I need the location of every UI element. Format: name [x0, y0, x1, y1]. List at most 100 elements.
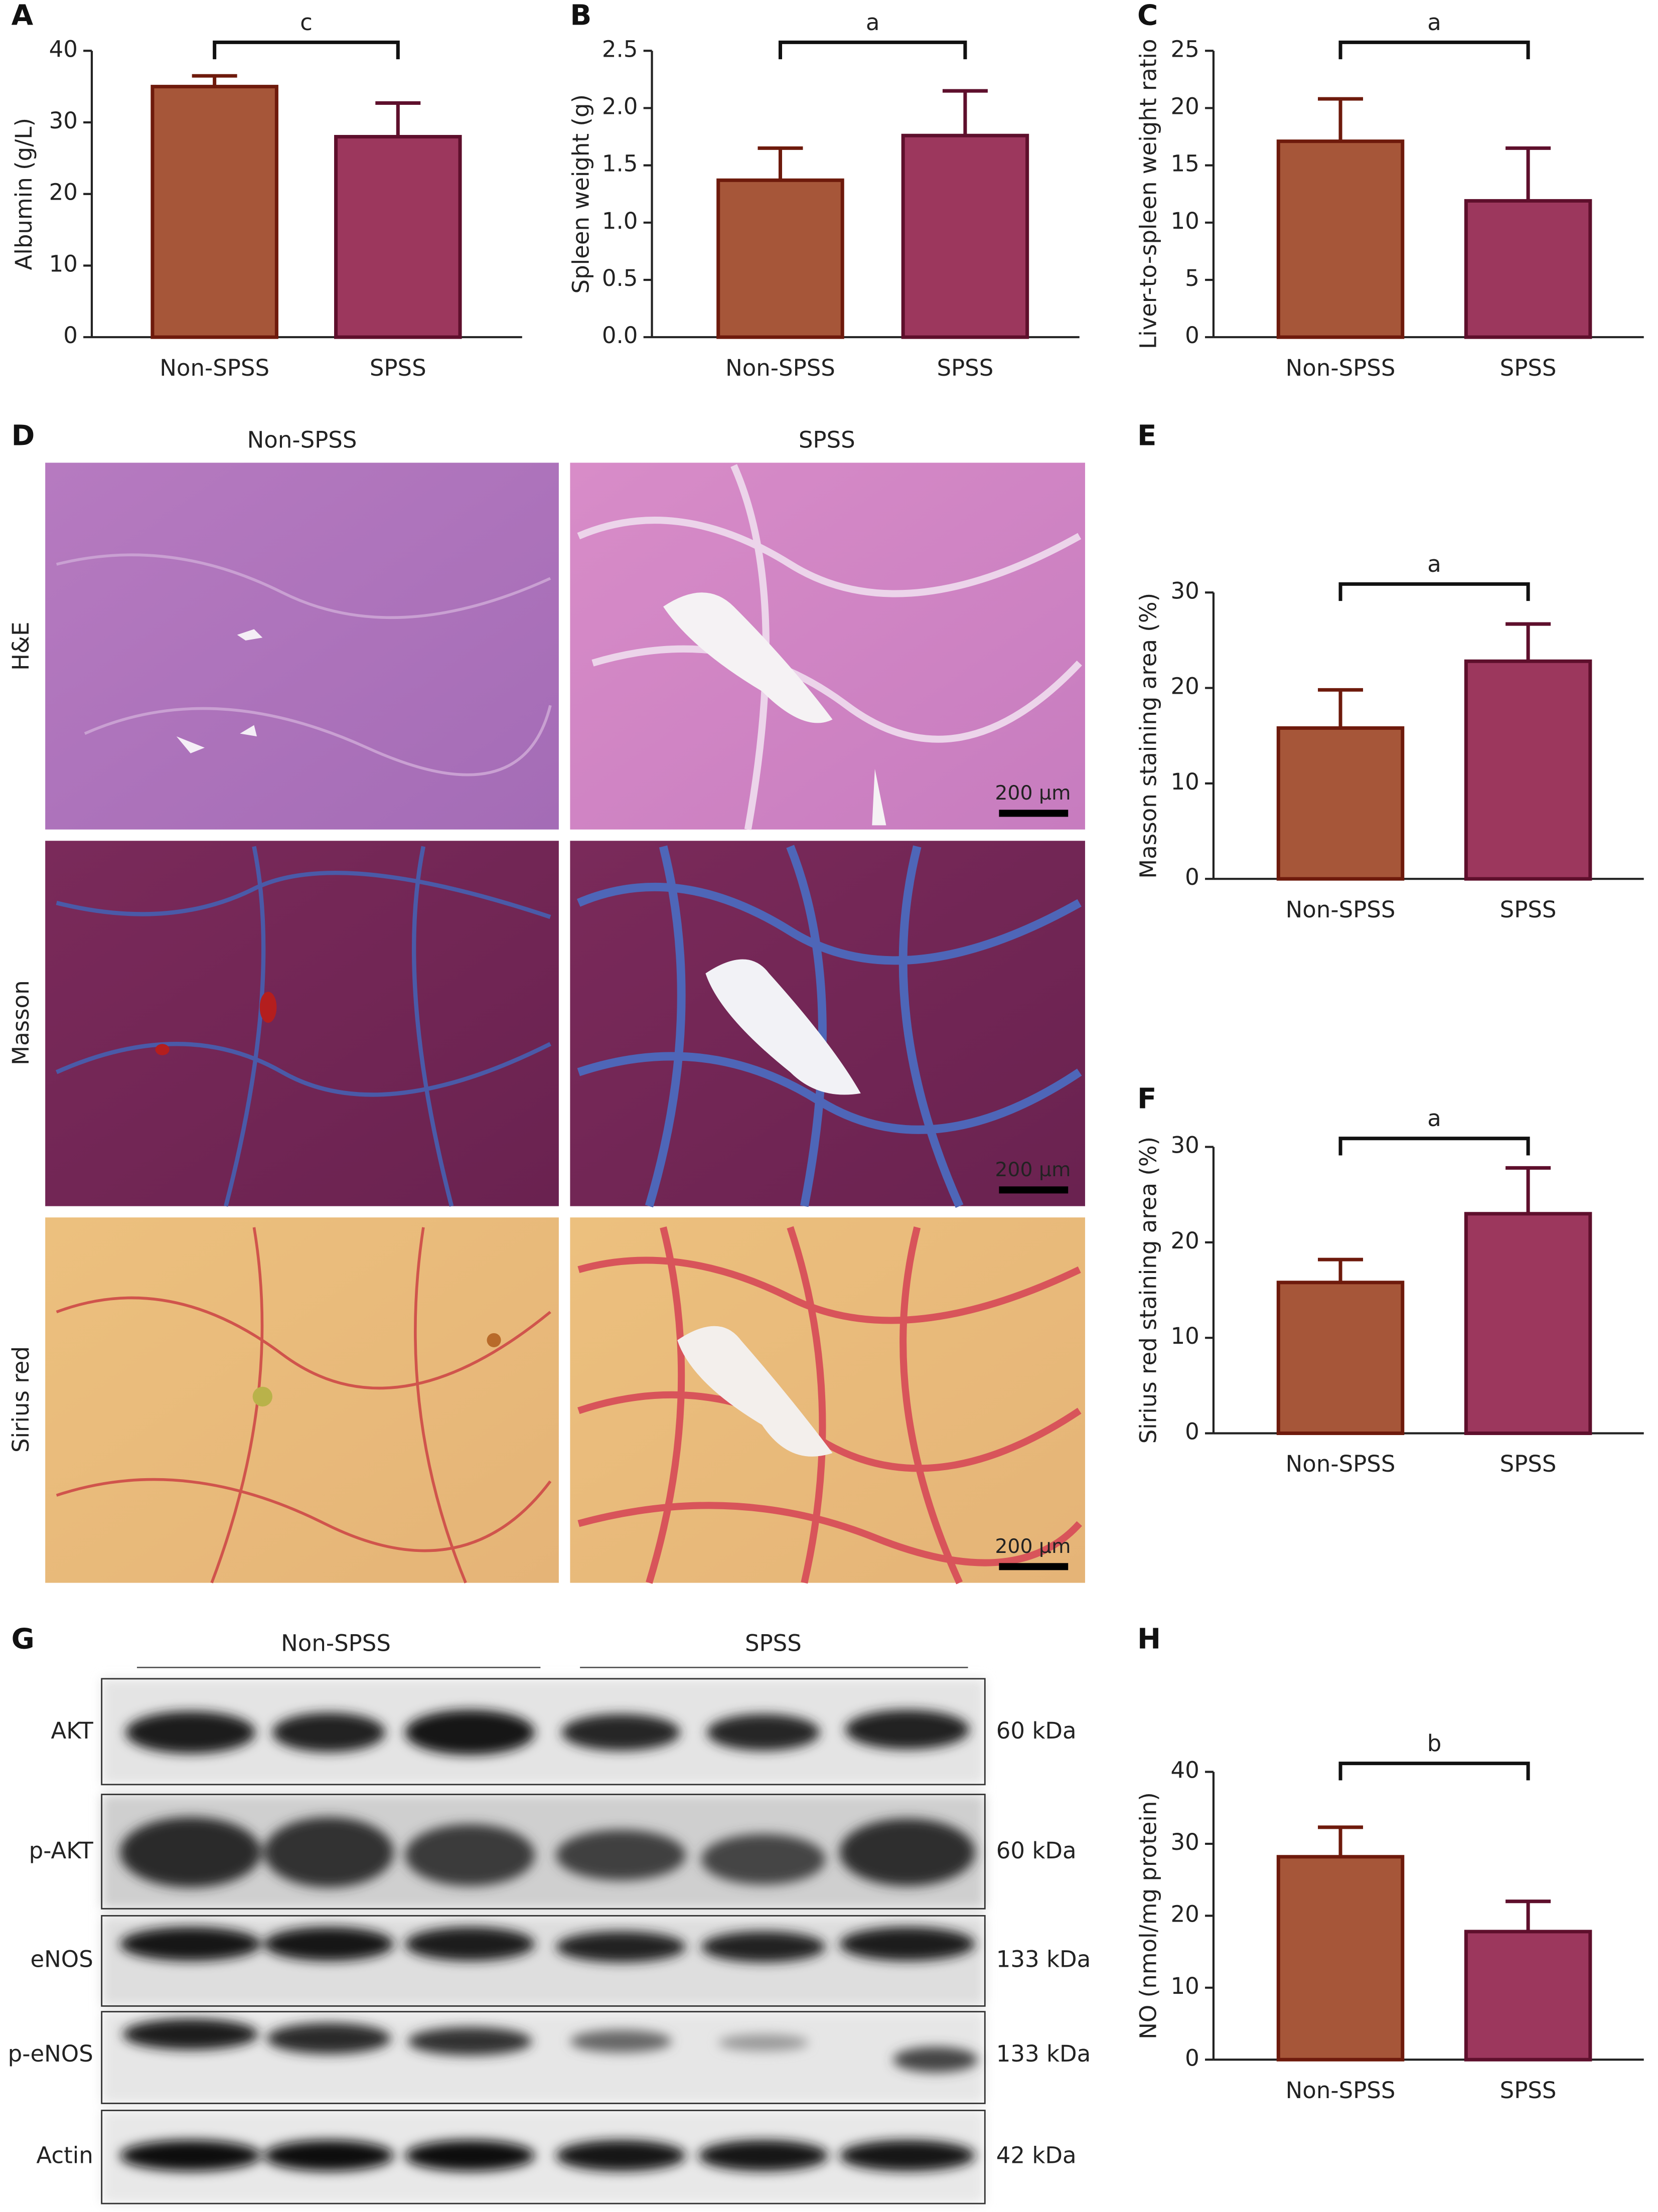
y-axis-label: Sirius red staining area (%): [1135, 1137, 1161, 1444]
bar: [1276, 139, 1405, 339]
group-label: SPSS: [745, 1630, 802, 1656]
y-tick-label: 15: [1171, 150, 1199, 177]
x-tick-label: Non-SPSS: [725, 355, 835, 381]
y-tick-label: 20: [1171, 93, 1199, 119]
blot-borders: [101, 1666, 986, 2204]
y-tick-label: 0: [1185, 1418, 1199, 1445]
bar: [1464, 1212, 1592, 1436]
size-label: 133 kDa: [996, 2040, 1091, 2067]
size-label: 42 kDa: [996, 2142, 1077, 2168]
panel-letter: E: [1137, 420, 1156, 452]
blot-bands: [120, 1709, 978, 2171]
bar: [901, 133, 1029, 339]
x-tick-label: Non-SPSS: [1286, 355, 1396, 381]
y-tick-label: 30: [1171, 1132, 1199, 1159]
y-tick-label: 25: [1171, 36, 1199, 62]
y-axis-label: Albumin (g/L): [11, 118, 37, 270]
protein-label: AKT: [51, 1717, 93, 1744]
y-tick-label: 0.5: [602, 265, 638, 291]
significance-bracket: [1338, 1137, 1530, 1156]
x-tick-label: SPSS: [1500, 355, 1557, 381]
y-tick-label: 0: [1185, 322, 1199, 349]
bar: [1276, 1281, 1405, 1436]
y-tick-label: 20: [1171, 673, 1199, 700]
bar: [1464, 199, 1592, 339]
y-tick-label: 0: [1185, 2044, 1199, 2071]
significance-bracket: [1338, 40, 1530, 60]
y-axis-label: NO (nmol/mg protein): [1135, 1792, 1161, 2039]
row-label: Sirius red: [8, 1346, 34, 1453]
panel-letter: H: [1137, 1623, 1161, 1656]
protein-label: p-AKT: [29, 1837, 94, 1864]
significance-label: a: [866, 9, 880, 36]
y-tick-label: 10: [1171, 1973, 1199, 1999]
protein-label: eNOS: [30, 1946, 93, 1972]
y-axis-label: Masson staining area (%): [1135, 593, 1161, 879]
scale-bar-label: 200 µm: [995, 1158, 1071, 1181]
protein-label: Actin: [36, 2142, 93, 2168]
bar: [334, 135, 462, 339]
significance-bracket: [1338, 1762, 1530, 1781]
x-tick-label: SPSS: [1500, 2077, 1557, 2104]
bar: [716, 178, 844, 339]
panel-letter: A: [12, 0, 34, 32]
y-tick-label: 30: [1171, 577, 1199, 604]
y-tick-label: 30: [1171, 1829, 1199, 1855]
size-label: 60 kDa: [996, 1717, 1077, 1744]
row-label: H&E: [8, 621, 34, 670]
y-tick-label: 10: [1171, 768, 1199, 795]
y-tick-label: 1.5: [602, 150, 638, 177]
y-tick-label: 30: [49, 107, 78, 134]
protein-label: p-eNOS: [8, 2040, 93, 2067]
x-tick-label: SPSS: [1500, 896, 1557, 923]
significance-label: b: [1427, 1730, 1442, 1757]
panel-letter: G: [12, 1623, 35, 1656]
panel-letter: B: [570, 0, 591, 32]
significance-label: a: [1427, 551, 1441, 577]
y-tick-label: 20: [1171, 1901, 1199, 1927]
bar: [1464, 659, 1592, 881]
panel-letter: C: [1137, 0, 1158, 32]
x-tick-label: Non-SPSS: [1286, 1451, 1396, 1477]
significance-label: c: [300, 9, 313, 36]
bar: [1464, 1930, 1592, 2062]
panel-letter: D: [12, 420, 35, 452]
y-tick-label: 5: [1185, 265, 1199, 291]
group-label: Non-SPSS: [281, 1630, 391, 1656]
scale-bar-label: 200 µm: [995, 781, 1071, 805]
bar: [150, 85, 278, 339]
x-tick-label: Non-SPSS: [160, 355, 269, 381]
y-tick-label: 0: [63, 322, 78, 349]
bar: [1276, 1855, 1405, 2062]
y-tick-label: 40: [49, 36, 78, 62]
significance-bracket: [213, 40, 400, 60]
size-label: 60 kDa: [996, 1837, 1077, 1864]
row-label: Masson: [8, 980, 34, 1065]
histology-images: [45, 462, 1085, 1585]
y-tick-label: 10: [49, 250, 78, 277]
significance-bracket: [1338, 582, 1530, 601]
y-tick-label: 0.0: [602, 322, 638, 349]
x-tick-label: SPSS: [937, 355, 993, 381]
significance-label: a: [1427, 9, 1441, 36]
y-axis-label: Spleen weight (g): [568, 94, 594, 294]
y-axis-label: Liver-to-spleen weight ratio: [1135, 39, 1161, 349]
significance-label: a: [1427, 1105, 1441, 1132]
x-tick-label: SPSS: [370, 355, 426, 381]
x-tick-label: SPSS: [1500, 1451, 1557, 1477]
x-tick-label: Non-SPSS: [1286, 2077, 1396, 2104]
x-tick-label: Non-SPSS: [1286, 896, 1396, 923]
y-tick-label: 40: [1171, 1757, 1199, 1784]
y-tick-label: 20: [1171, 1227, 1199, 1254]
y-tick-label: 0: [1185, 864, 1199, 890]
y-tick-label: 1.0: [602, 208, 638, 234]
size-label: 133 kDa: [996, 1946, 1091, 1972]
bar: [1276, 726, 1405, 881]
column-label: SPSS: [799, 426, 855, 453]
y-tick-label: 20: [49, 179, 78, 206]
panel-letter: F: [1137, 1082, 1156, 1115]
significance-bracket: [778, 40, 967, 60]
y-tick-label: 2.0: [602, 93, 638, 119]
y-tick-label: 10: [1171, 208, 1199, 234]
